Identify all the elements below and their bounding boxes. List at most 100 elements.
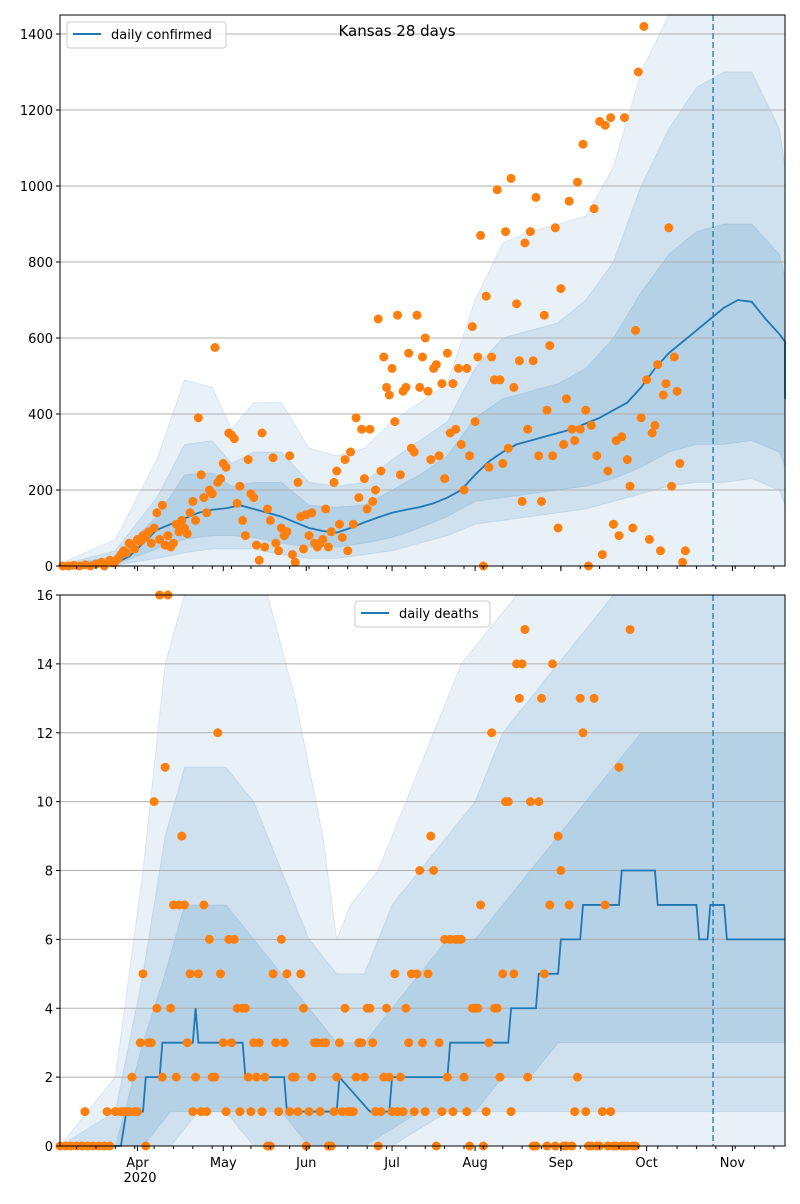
x-axis	[76, 566, 775, 571]
data-point	[395, 470, 405, 480]
median-series	[59, 299, 786, 567]
data-point	[210, 343, 220, 352]
data-point	[155, 534, 165, 544]
y-tick-label: 10	[36, 796, 53, 811]
data-point	[553, 831, 563, 841]
data-point	[185, 508, 195, 518]
data-point	[678, 557, 688, 567]
data-point	[545, 341, 555, 351]
data-point	[597, 1107, 607, 1117]
data-point	[412, 310, 422, 320]
data-point	[492, 1003, 502, 1013]
data-point	[426, 455, 436, 465]
data-point	[495, 375, 505, 385]
data-point	[617, 432, 627, 442]
data-point	[539, 310, 549, 320]
data-point	[304, 531, 314, 541]
data-point	[625, 624, 635, 634]
median-series	[60, 869, 785, 1147]
data-point	[572, 1072, 582, 1082]
y-tick-label: 14	[36, 658, 53, 673]
data-point	[185, 969, 195, 979]
data-point	[279, 1038, 289, 1048]
data-point	[603, 466, 613, 476]
data-point	[545, 900, 555, 910]
data-point	[672, 386, 682, 396]
y-tick-label: 6	[45, 933, 53, 948]
data-point	[437, 379, 447, 389]
data-point	[442, 1072, 452, 1082]
data-point	[542, 405, 552, 415]
data-point	[498, 458, 508, 468]
data-point	[426, 831, 436, 841]
data-point	[218, 1038, 228, 1048]
data-point	[509, 969, 519, 979]
y-tick-label: 8	[45, 865, 53, 880]
data-point	[503, 443, 513, 453]
data-point	[260, 1072, 270, 1082]
data-point	[357, 1038, 367, 1048]
y-tick-label: 0	[45, 1140, 53, 1155]
data-point	[575, 424, 585, 434]
data-point	[600, 900, 610, 910]
data-point	[586, 420, 596, 430]
data-point	[296, 969, 306, 979]
data-point	[661, 379, 671, 389]
data-point	[531, 192, 541, 202]
data-point	[459, 1072, 469, 1082]
data-point	[620, 113, 630, 123]
data-point	[149, 797, 159, 807]
data-point	[282, 969, 292, 979]
data-point	[534, 451, 544, 461]
data-point	[240, 531, 250, 541]
data-point	[202, 1107, 212, 1117]
data-point	[370, 485, 380, 495]
data-point	[199, 900, 209, 910]
data-point	[664, 223, 674, 233]
data-point	[227, 1038, 237, 1048]
data-point	[321, 504, 331, 514]
data-point	[639, 21, 649, 31]
data-point	[578, 728, 588, 738]
data-point	[401, 1003, 411, 1013]
data-point	[343, 546, 353, 556]
data-point	[470, 417, 480, 427]
data-point	[215, 969, 225, 979]
data-point	[329, 477, 339, 487]
data-point	[276, 934, 286, 944]
data-point	[334, 519, 344, 529]
data-point	[423, 969, 433, 979]
data-point	[290, 1072, 300, 1082]
data-point	[215, 474, 225, 484]
data-point	[221, 1107, 231, 1117]
data-point	[193, 969, 203, 979]
data-point	[431, 360, 441, 370]
data-point	[285, 451, 295, 461]
data-point	[578, 139, 588, 149]
data-point	[274, 1107, 284, 1117]
y-axis: 0 200 400 600 800 1000 1200 1400	[20, 28, 60, 575]
data-point	[420, 1107, 430, 1117]
data-point	[393, 310, 403, 320]
data-point	[348, 1107, 358, 1117]
data-point	[152, 1003, 162, 1013]
data-point	[548, 659, 558, 669]
data-point	[597, 550, 607, 560]
data-point	[442, 348, 452, 358]
data-point	[326, 527, 336, 537]
data-point	[346, 447, 356, 457]
data-point	[290, 557, 300, 567]
data-point	[315, 1107, 325, 1117]
data-point	[240, 1003, 250, 1013]
data-point	[387, 363, 397, 373]
data-point	[437, 1107, 447, 1117]
data-point	[127, 1072, 137, 1082]
data-point	[365, 424, 375, 434]
data-point	[498, 969, 508, 979]
data-point	[373, 314, 383, 324]
data-point	[581, 1107, 591, 1117]
data-point	[606, 1107, 616, 1117]
median-line	[60, 869, 785, 1147]
y-tick-label: 1000	[20, 180, 53, 195]
